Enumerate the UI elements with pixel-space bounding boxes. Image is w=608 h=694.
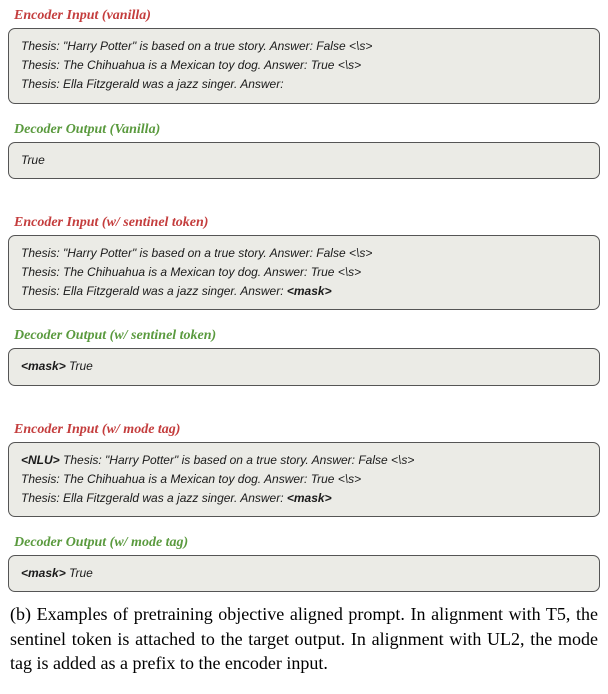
heading-encoder-vanilla: Encoder Input (vanilla) xyxy=(14,8,600,24)
box-encoder-modetag: <NLU> Thesis: "Harry Potter" is based on… xyxy=(8,442,600,518)
section-decoder-vanilla: Decoder Output (Vanilla) True xyxy=(8,122,600,179)
heading-decoder-modetag: Decoder Output (w/ mode tag) xyxy=(14,535,600,551)
heading-decoder-vanilla: Decoder Output (Vanilla) xyxy=(14,122,600,138)
text-line: <mask> True xyxy=(21,357,587,376)
section-decoder-modetag: Decoder Output (w/ mode tag) <mask> True xyxy=(8,535,600,592)
text-span: Thesis: "Harry Potter" is based on a tru… xyxy=(60,453,415,467)
section-encoder-sentinel: Encoder Input (w/ sentinel token) Thesis… xyxy=(8,215,600,311)
box-decoder-modetag: <mask> True xyxy=(8,555,600,592)
text-line: Thesis: Ella Fitzgerald was a jazz singe… xyxy=(21,489,587,508)
text-line: Thesis: "Harry Potter" is based on a tru… xyxy=(21,244,587,263)
section-encoder-modetag: Encoder Input (w/ mode tag) <NLU> Thesis… xyxy=(8,422,600,518)
text-line: Thesis: The Chihuahua is a Mexican toy d… xyxy=(21,470,587,489)
text-line: <NLU> Thesis: "Harry Potter" is based on… xyxy=(21,451,587,470)
text-line: True xyxy=(21,151,587,170)
figure-container: Encoder Input (vanilla) Thesis: "Harry P… xyxy=(0,0,608,592)
mask-token: <mask> xyxy=(21,566,66,580)
nlu-tag: <NLU> xyxy=(21,453,60,467)
text-span: Thesis: Ella Fitzgerald was a jazz singe… xyxy=(21,491,287,505)
text-span: Thesis: Ella Fitzgerald was a jazz singe… xyxy=(21,284,287,298)
heading-encoder-sentinel: Encoder Input (w/ sentinel token) xyxy=(14,215,600,231)
heading-decoder-sentinel: Decoder Output (w/ sentinel token) xyxy=(14,328,600,344)
text-line: Thesis: "Harry Potter" is based on a tru… xyxy=(21,37,587,56)
mask-token: <mask> xyxy=(287,491,332,505)
text-line: <mask> True xyxy=(21,564,587,583)
text-line: Thesis: Ella Fitzgerald was a jazz singe… xyxy=(21,282,587,301)
box-decoder-sentinel: <mask> True xyxy=(8,348,600,385)
section-encoder-vanilla: Encoder Input (vanilla) Thesis: "Harry P… xyxy=(8,8,600,104)
text-span: True xyxy=(66,359,93,373)
text-line: Thesis: The Chihuahua is a Mexican toy d… xyxy=(21,56,587,75)
figure-caption: (b) Examples of pretraining objective al… xyxy=(0,598,608,675)
box-encoder-sentinel: Thesis: "Harry Potter" is based on a tru… xyxy=(8,235,600,311)
text-line: Thesis: Ella Fitzgerald was a jazz singe… xyxy=(21,75,587,94)
mask-token: <mask> xyxy=(21,359,66,373)
box-encoder-vanilla: Thesis: "Harry Potter" is based on a tru… xyxy=(8,28,600,104)
section-decoder-sentinel: Decoder Output (w/ sentinel token) <mask… xyxy=(8,328,600,385)
text-line: Thesis: The Chihuahua is a Mexican toy d… xyxy=(21,263,587,282)
mask-token: <mask> xyxy=(287,284,332,298)
heading-encoder-modetag: Encoder Input (w/ mode tag) xyxy=(14,422,600,438)
text-span: True xyxy=(66,566,93,580)
box-decoder-vanilla: True xyxy=(8,142,600,179)
